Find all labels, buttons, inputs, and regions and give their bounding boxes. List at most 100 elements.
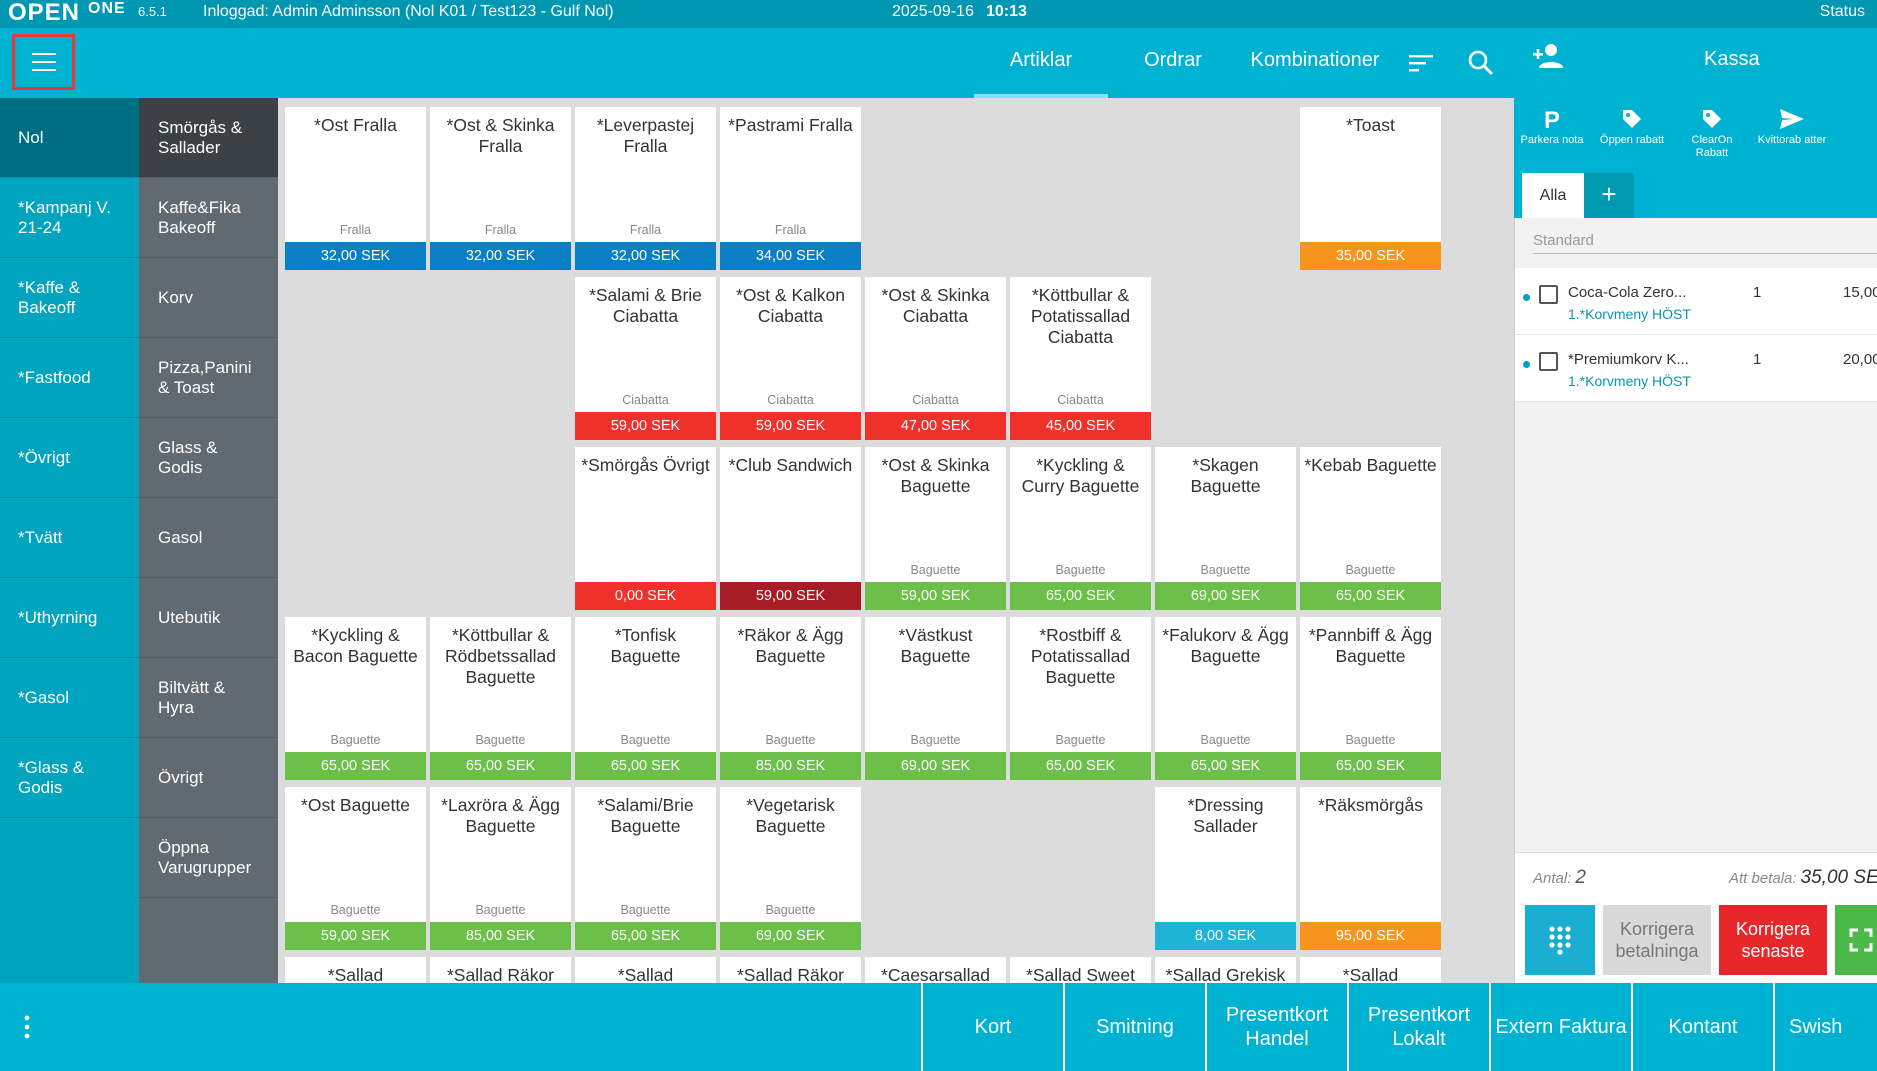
category-kampanj[interactable]: *Kampanj V. 21-24 (0, 178, 139, 258)
park-receipt-button[interactable]: P Parkera nota (1517, 108, 1587, 147)
product-price: 65,00 SEK (1010, 582, 1151, 610)
product-tile[interactable]: *Vegetarisk Baguette Baguette 69,00 SEK (720, 787, 861, 950)
tab-kombinationer[interactable]: Kombinationer (1250, 49, 1380, 71)
tab-ordrar[interactable]: Ordrar (1144, 49, 1202, 71)
subcategory-pizza-panini[interactable]: Pizza,Panini & Toast (139, 338, 278, 418)
subcategory-smorgas-sallader[interactable]: Smörgås & Sallader (139, 98, 278, 178)
category-uthyrning[interactable]: *Uthyrning (0, 578, 139, 658)
expand-button[interactable] (1835, 905, 1877, 975)
pay-giftcard-store-button[interactable]: Presentkort Handel (1205, 983, 1347, 1071)
product-tile[interactable]: *Sallad Räkor (430, 957, 571, 983)
subcategory-glass-godis[interactable]: Glass & Godis (139, 418, 278, 498)
tab-artiklar[interactable]: Artiklar (974, 28, 1108, 98)
product-tile[interactable]: *Ost & Skinka Fralla Fralla 32,00 SEK (430, 107, 571, 270)
product-price: 59,00 SEK (720, 412, 861, 440)
product-tile[interactable]: *Sallad Sweet (1010, 957, 1151, 983)
more-options-icon[interactable] (24, 1015, 30, 1039)
category-tvatt[interactable]: *Tvätt (0, 498, 139, 578)
product-price: 32,00 SEK (285, 242, 426, 270)
product-tile[interactable]: *Sallad (575, 957, 716, 983)
category-gasol[interactable]: *Gasol (0, 658, 139, 738)
correct-last-button[interactable]: Korrigera senaste (1719, 905, 1827, 975)
status-link[interactable]: Status (1819, 3, 1865, 20)
menu-button[interactable] (12, 34, 75, 90)
pay-cash-button[interactable]: Kontant (1631, 983, 1773, 1071)
product-tile[interactable]: *Räksmörgås 95,00 SEK (1300, 787, 1441, 950)
product-tile[interactable]: *Sallad (1300, 957, 1441, 983)
product-tile[interactable]: *Falukorv & Ägg Baguette Baguette 65,00 SE… (1155, 617, 1296, 780)
product-tile[interactable]: *Köttbullar & Potatissallad Ciabatta Ciab… (1010, 277, 1151, 440)
product-tile[interactable]: *Köttbullar & Rödbetssallad Baguette Bagu… (430, 617, 571, 780)
product-tile[interactable]: *Ost Baguette Baguette 59,00 SEK (285, 787, 426, 950)
product-group: Baguette (620, 903, 671, 917)
pricelist-label[interactable]: Standard (1533, 232, 1877, 254)
subcategory-korv[interactable]: Korv (139, 258, 278, 338)
subcategory-biltvatt[interactable]: Biltvätt & Hyra (139, 658, 278, 738)
product-group: Ciabatta (767, 393, 814, 407)
product-tile[interactable]: *Kebab Baguette Baguette 65,00 SEK (1300, 447, 1441, 610)
pay-giftcard-local-button[interactable]: Presentkort Lokalt (1347, 983, 1489, 1071)
product-price: 65,00 SEK (430, 752, 571, 780)
product-tile[interactable]: *Salami/Brie Baguette Baguette 65,00 SEK (575, 787, 716, 950)
pay-smitning-button[interactable]: Smitning (1063, 983, 1205, 1071)
pay-external-invoice-button[interactable]: Extern Faktura (1489, 983, 1631, 1071)
add-cart-tab-button[interactable]: + (1584, 173, 1634, 218)
category-glass-godis[interactable]: *Glass & Godis (0, 738, 139, 818)
open-discount-button[interactable]: Öppen rabatt (1597, 108, 1667, 147)
product-group: Baguette (1055, 733, 1106, 747)
receipt-discount-button[interactable]: Kvittorab atter (1757, 108, 1827, 147)
product-price: 65,00 SEK (1300, 752, 1441, 780)
product-tile[interactable]: *Ost & Skinka Ciabatta Ciabatta 47,00 SEK (865, 277, 1006, 440)
cart-line[interactable]: Coca-Cola Zero... 1 15,00 1.*Korvmeny HÖ… (1515, 268, 1877, 335)
product-tile[interactable]: *Toast 35,00 SEK (1300, 107, 1441, 270)
category-nol[interactable]: Nol (0, 98, 139, 178)
product-tile[interactable]: *Kyckling & Bacon Baguette Baguette 65,00 … (285, 617, 426, 780)
product-tile[interactable]: *Smörgås Övrigt 0,00 SEK (575, 447, 716, 610)
product-tile[interactable]: *Caesarsallad (865, 957, 1006, 983)
product-tile[interactable]: *Pastrami Fralla Fralla 34,00 SEK (720, 107, 861, 270)
product-tile[interactable]: *Kyckling & Curry Baguette Baguette 65,00 … (1010, 447, 1151, 610)
product-tile[interactable]: *Tonfisk Baguette Baguette 65,00 SEK (575, 617, 716, 780)
subcategory-gasol[interactable]: Gasol (139, 498, 278, 578)
product-tile[interactable]: *Salami & Brie Ciabatta Ciabatta 59,00 SEK (575, 277, 716, 440)
product-tile[interactable]: *Skagen Baguette Baguette 69,00 SEK (1155, 447, 1296, 610)
product-tile[interactable]: *Sallad Räkor (720, 957, 861, 983)
pay-swish-button[interactable]: Swish (1773, 983, 1877, 1071)
product-tile[interactable]: *Ost & Kalkon Ciabatta Ciabatta 59,00 SEK (720, 277, 861, 440)
product-tile[interactable]: *Dressing Sallader 8,00 SEK (1155, 787, 1296, 950)
product-tile[interactable]: *Räkor & Ägg Baguette Baguette 85,00 SEK (720, 617, 861, 780)
line-checkbox[interactable] (1539, 285, 1558, 304)
sort-icon[interactable] (1406, 48, 1436, 78)
product-tile[interactable]: *Sallad (285, 957, 426, 983)
category-ovrigt[interactable]: *Övrigt (0, 418, 139, 498)
product-tile[interactable]: *Rostbiff & Potatissallad Baguette Baguet… (1010, 617, 1151, 780)
line-checkbox[interactable] (1539, 352, 1558, 371)
product-tile[interactable]: *Ost Fralla Fralla 32,00 SEK (285, 107, 426, 270)
cart-line[interactable]: *Premiumkorv K... 1 20,00 1.*Korvmeny HÖ… (1515, 335, 1877, 402)
search-icon[interactable] (1466, 48, 1496, 78)
line-indicator (1523, 294, 1530, 301)
product-tile[interactable]: *Ost & Skinka Baguette Baguette 59,00 SEK (865, 447, 1006, 610)
category-kaffe-bakeoff[interactable]: *Kaffe & Bakeoff (0, 258, 139, 338)
keypad-button[interactable] (1525, 905, 1595, 975)
subcategory-ovrigt[interactable]: Övrigt (139, 738, 278, 818)
receipt-discount-label: Kvittorab atter (1757, 134, 1827, 146)
subcategory-kaffe-fika[interactable]: Kaffe&Fika Bakeoff (139, 178, 278, 258)
add-customer-icon[interactable] (1532, 42, 1564, 70)
subcategory-utebutik[interactable]: Utebutik (139, 578, 278, 658)
pay-card-button[interactable]: Kort (921, 983, 1063, 1071)
product-price: 65,00 SEK (575, 922, 716, 950)
clearon-discount-button[interactable]: ClearOn Rabatt (1677, 108, 1747, 160)
product-tile[interactable]: *Pannbiff & Ägg Baguette Baguette 65,00 SE… (1300, 617, 1441, 780)
correct-payments-button[interactable]: Korrigera betalninga (1603, 905, 1711, 975)
cart-tab-all[interactable]: Alla (1522, 173, 1584, 218)
product-tile[interactable]: *Leverpastej Fralla Fralla 32,00 SEK (575, 107, 716, 270)
subcategory-oppna-varugrupper[interactable]: Öppna Varugrupper (139, 818, 278, 898)
category-fastfood[interactable]: *Fastfood (0, 338, 139, 418)
product-tile[interactable]: *Laxröra & Ägg Baguette Baguette 85,00 SEK (430, 787, 571, 950)
product-tile[interactable]: *Västkust Baguette Baguette 69,00 SEK (865, 617, 1006, 780)
product-name: *Ost Baguette (301, 795, 410, 815)
product-tile[interactable]: *Club Sandwich 59,00 SEK (720, 447, 861, 610)
product-tile[interactable]: *Sallad Grekisk (1155, 957, 1296, 983)
line-name: *Premiumkorv K... (1568, 351, 1689, 368)
